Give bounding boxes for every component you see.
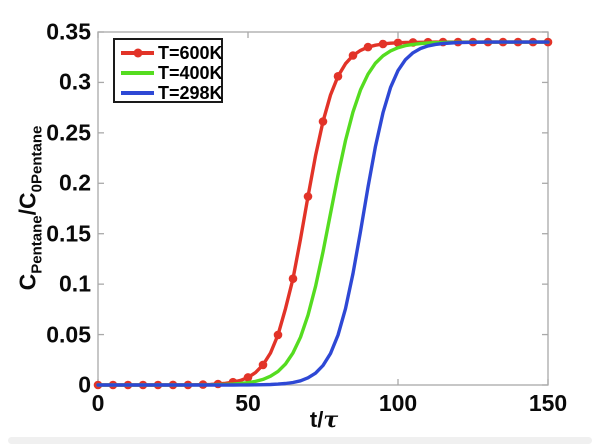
y-axis-label: CPentane/C0Pentane [14,125,46,291]
legend-entry-t-298k: T=298K [121,83,223,103]
legend-line-sample [121,91,154,95]
x-tick-label: 0 [91,390,105,416]
data-point-marker [273,330,283,340]
y-tick-label: 0.1 [59,270,91,297]
y-tick-label: 0.05 [46,321,91,348]
x-tick-label: 150 [528,390,568,416]
x-tick-label: 50 [235,390,261,416]
page-divider [8,437,592,444]
legend-line-sample [121,71,154,75]
legend-entry-t-400k: T=400K [121,63,223,83]
legend-label: T=298K [158,83,223,103]
legend-line-sample [121,48,154,58]
y-tick-label: 0 [78,371,91,398]
data-point-marker [318,117,328,126]
data-point-marker [393,38,403,48]
legend-marker-dot [133,48,142,58]
data-point-marker [363,42,373,52]
legend-label: T=600K [158,43,223,63]
data-point-marker [348,51,358,60]
data-point-marker [333,72,343,81]
data-point-marker [258,360,268,370]
y-tick-label: 0.3 [59,68,91,95]
data-point-marker [303,192,313,201]
tau-symbol: τ [323,407,339,433]
data-point-marker [288,274,298,284]
y-tick-label: 0.25 [46,119,91,146]
series-line-2 [96,40,550,387]
legend-label: T=400K [158,63,223,83]
x-tick-label: 100 [378,390,418,416]
legend: T=600K T=400K T=298K [113,38,223,103]
y-tick-label: 0.35 [46,18,91,45]
x-axis-label: t/τ [309,407,339,433]
y-tick-label: 0.2 [59,169,91,196]
plot-box [97,31,549,386]
legend-entry-t-600k: T=600K [121,43,223,63]
data-point-marker [378,39,388,49]
data-point-marker [243,373,253,382]
y-tick-label: 0.15 [46,220,91,247]
